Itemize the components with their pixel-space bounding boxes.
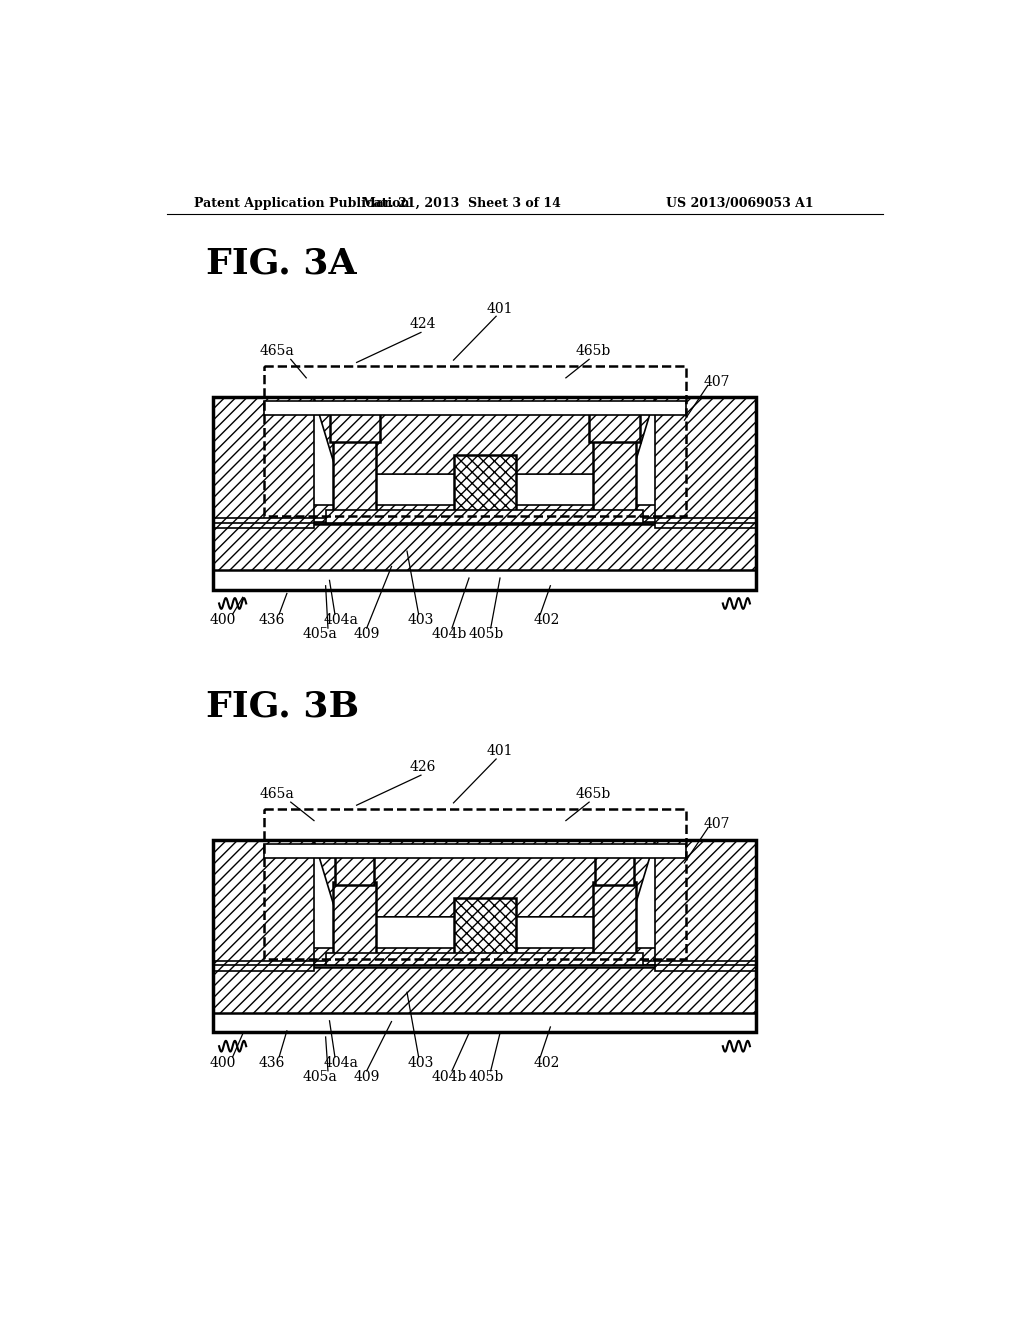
Text: 465a: 465a [259, 787, 294, 801]
Text: 401: 401 [486, 744, 513, 758]
Polygon shape [314, 840, 655, 917]
Text: 401: 401 [486, 301, 513, 315]
Bar [593, 882, 636, 964]
Bar [213, 397, 314, 528]
Text: US 2013/0069053 A1: US 2013/0069053 A1 [667, 197, 814, 210]
Bar [326, 953, 643, 965]
Text: FIG. 3B: FIG. 3B [206, 689, 358, 723]
Bar [334, 440, 376, 520]
Bar [263, 401, 686, 414]
Bar [595, 855, 634, 884]
Bar [326, 511, 643, 523]
Bar [593, 440, 636, 520]
Text: Mar. 21, 2013  Sheet 3 of 14: Mar. 21, 2013 Sheet 3 of 14 [361, 197, 561, 210]
Bar [252, 948, 717, 965]
Polygon shape [314, 397, 655, 474]
Text: 405b: 405b [468, 1071, 504, 1084]
Bar [263, 843, 686, 858]
Bar [334, 882, 376, 964]
Bar [213, 840, 756, 1032]
Text: 436: 436 [258, 1056, 285, 1071]
Text: FIG. 3A: FIG. 3A [206, 247, 356, 281]
Bar [330, 412, 380, 442]
Text: 404a: 404a [324, 614, 358, 627]
Text: 402: 402 [534, 1056, 560, 1071]
Text: 400: 400 [209, 1056, 236, 1071]
Bar [213, 840, 314, 970]
Text: 405a: 405a [303, 627, 338, 642]
Text: 465a: 465a [259, 345, 294, 358]
Text: 403: 403 [408, 614, 434, 627]
Text: 402: 402 [534, 614, 560, 627]
Text: 424: 424 [410, 317, 436, 331]
Bar [454, 898, 515, 960]
Text: 404b: 404b [432, 1071, 467, 1084]
Text: 407: 407 [703, 375, 730, 388]
Text: 409: 409 [353, 627, 380, 642]
Bar [263, 809, 686, 960]
Text: 403: 403 [408, 1056, 434, 1071]
Bar [655, 397, 756, 528]
Bar [655, 840, 756, 970]
Text: 409: 409 [353, 1071, 380, 1084]
Text: 426: 426 [410, 760, 435, 774]
Bar [252, 506, 717, 521]
Text: 465b: 465b [575, 787, 610, 801]
Bar [335, 855, 375, 884]
Text: 404a: 404a [324, 1056, 358, 1071]
Text: Patent Application Publication: Patent Application Publication [194, 197, 410, 210]
Text: 436: 436 [258, 614, 285, 627]
Text: 404b: 404b [432, 627, 467, 642]
Bar [213, 397, 756, 590]
Text: 400: 400 [209, 614, 236, 627]
Text: 405a: 405a [303, 1071, 338, 1084]
Bar [213, 524, 756, 570]
Text: 407: 407 [703, 817, 730, 832]
Text: 465b: 465b [575, 345, 610, 358]
Bar [213, 966, 756, 1014]
Bar [589, 412, 640, 442]
Bar [454, 455, 515, 516]
Text: 405b: 405b [468, 627, 504, 642]
Bar [263, 367, 686, 516]
